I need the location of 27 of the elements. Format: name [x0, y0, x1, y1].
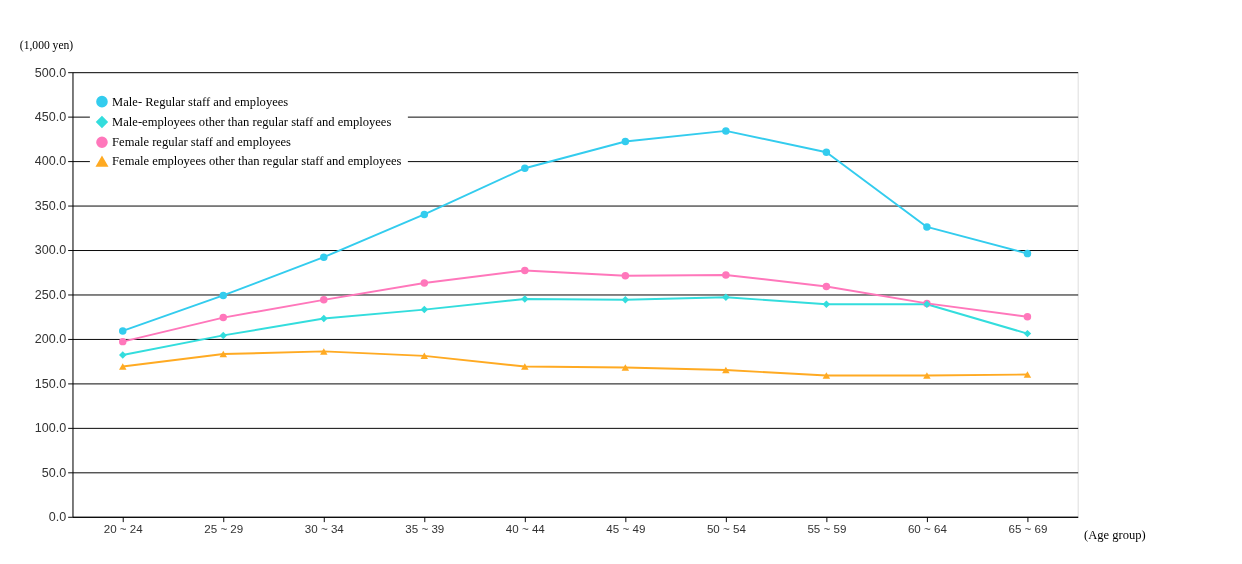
- x-tick-label: 20 ~ 24: [103, 522, 144, 535]
- y-tick-label: 150.0: [34, 376, 67, 391]
- y-tick-label: 300.0: [34, 243, 67, 258]
- x-tick-label: 35 ~ 39: [405, 522, 445, 535]
- y-tick-label: 400.0: [34, 154, 67, 169]
- x-tick-label: 40 ~ 44: [505, 522, 546, 535]
- y-tick-label: 500.0: [34, 65, 67, 80]
- x-tick-label: 65 ~ 69: [1008, 522, 1048, 535]
- x-tick-label: 30 ~ 34: [304, 522, 345, 535]
- x-tick-label: 60 ~ 64: [907, 522, 948, 535]
- y-tick-label: 250.0: [34, 287, 67, 302]
- x-tick-label: 50 ~ 54: [706, 522, 747, 535]
- legend-label: Male-employees other than regular staff and employees: [112, 114, 392, 129]
- y-axis-title: (1,000 yen): [19, 38, 74, 52]
- y-tick-label: 200.0: [34, 332, 67, 347]
- y-tick-label: 450.0: [34, 110, 67, 124]
- legend-label: Female employees other than regular staff and employees: [112, 154, 402, 169]
- y-tick-label: 0.0: [48, 510, 67, 525]
- x-axis-title: (Age group): [1083, 527, 1146, 542]
- y-tick-label: 100.0: [34, 421, 67, 436]
- y-tick-label: 50.0: [41, 465, 67, 480]
- x-tick-label: 45 ~ 49: [606, 522, 646, 535]
- x-tick-label: 25 ~ 29: [204, 522, 244, 535]
- x-tick-label: 55 ~ 59: [807, 522, 847, 535]
- legend-label: Female regular staff and employees: [112, 135, 292, 150]
- y-tick-label: 350.0: [34, 198, 67, 213]
- legend-label: Male- Regular staff and employees: [112, 94, 289, 109]
